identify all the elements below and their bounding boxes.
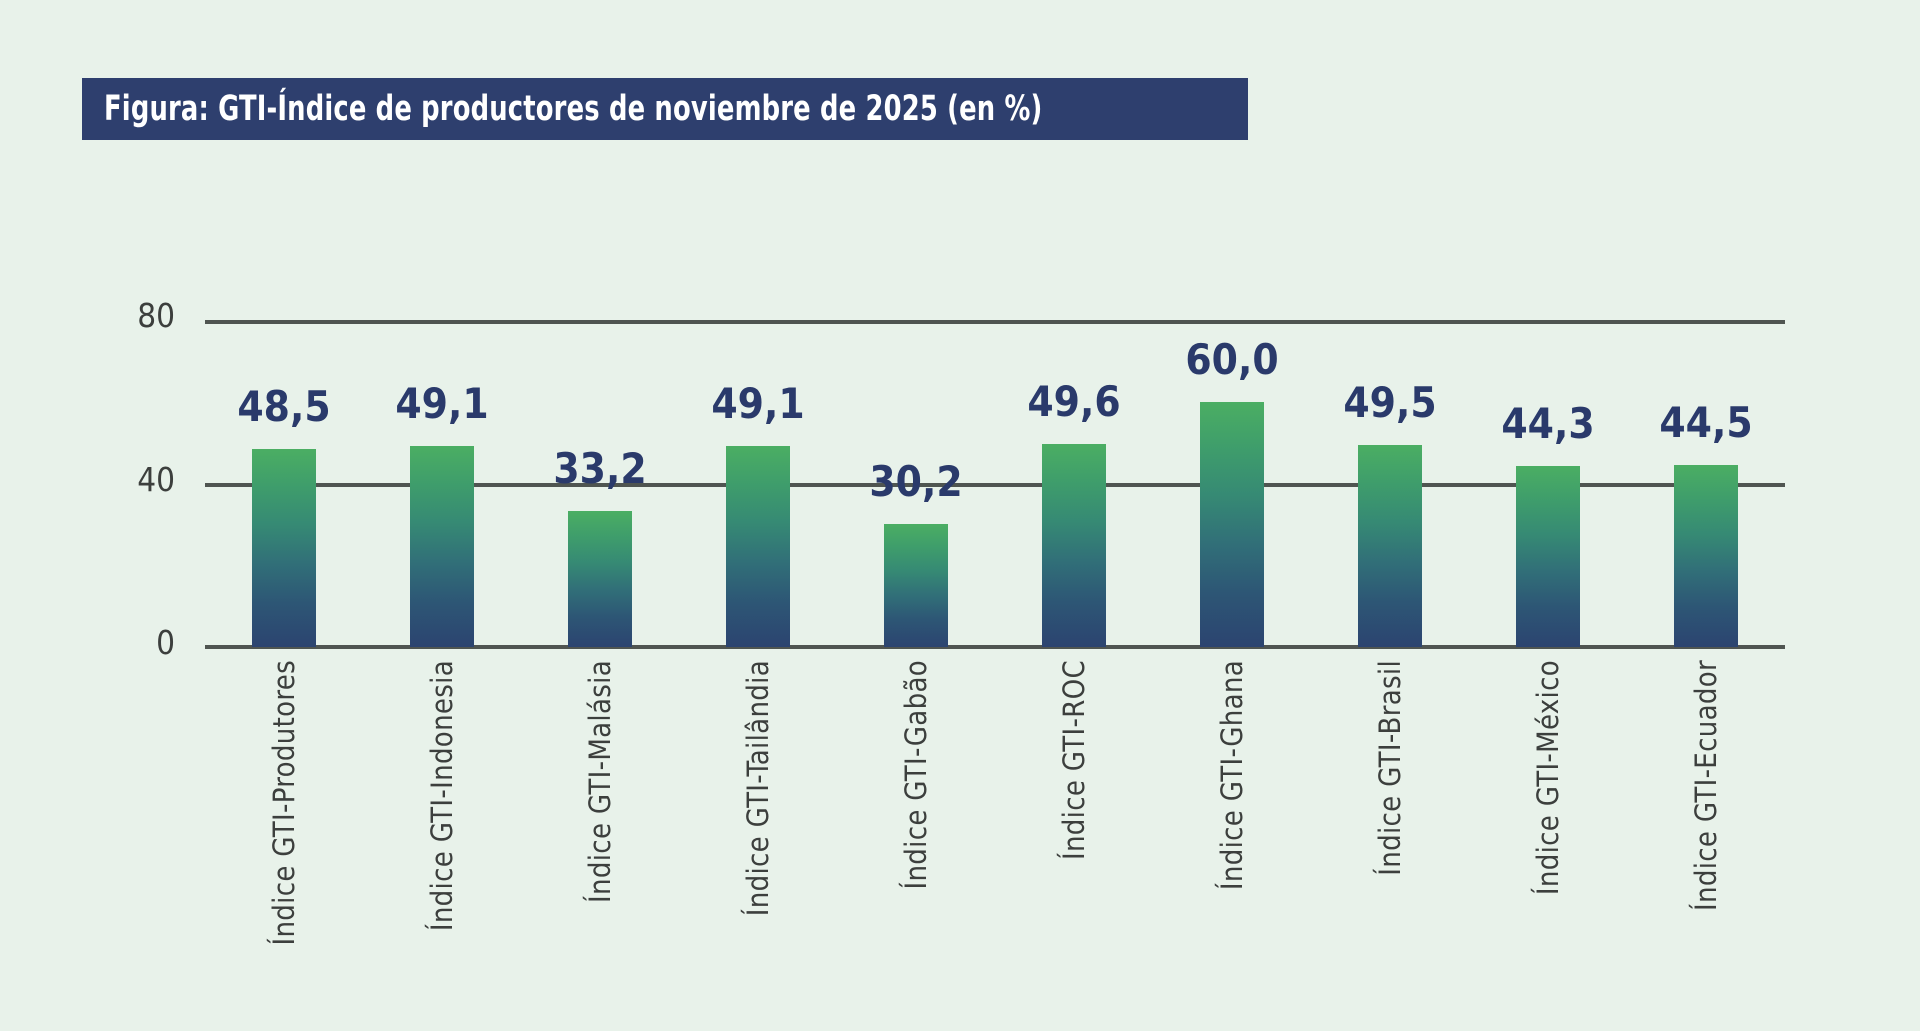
category-label: Índice GTI-Ecuador [1689, 660, 1723, 911]
bar-slot: 44,5 [1659, 320, 1753, 647]
category-slot: Índice GTI-Produtores [205, 660, 363, 1000]
bar-value-label: 44,5 [1659, 398, 1753, 448]
x-axis-category-labels: Índice GTI-Produtores Índice GTI-Indonesi… [205, 660, 1785, 1000]
bar[interactable] [884, 523, 948, 647]
category-slot: Índice GTI-ROC [995, 660, 1153, 1000]
y-tick-label: 0 [156, 623, 175, 662]
y-tick-40: 40 [55, 460, 175, 499]
bar-value-label: 48,5 [237, 381, 331, 431]
bar-value-label: 33,2 [553, 444, 647, 494]
y-tick-80: 80 [55, 296, 175, 335]
axis-baseline-0 [205, 645, 1785, 649]
bar[interactable] [1200, 401, 1264, 647]
bar[interactable] [1042, 444, 1106, 647]
category-label: Índice GTI-Malásia [583, 660, 617, 903]
bar-slot: 33,2 [553, 320, 647, 647]
bar-slot: 49,5 [1343, 320, 1437, 647]
bar-slot: 44,3 [1501, 320, 1595, 647]
bar[interactable] [726, 446, 790, 647]
category-label: Índice GTI-Produtores [267, 660, 301, 946]
bar-slot: 49,1 [711, 320, 805, 647]
category-label: Índice GTI-Indonesia [425, 660, 459, 932]
bar-slot: 48,5 [237, 320, 331, 647]
bar[interactable] [568, 511, 632, 647]
bar[interactable] [1674, 465, 1738, 647]
bar[interactable] [1358, 444, 1422, 647]
figure-title-banner: Figura: GTI-Índice de productores de nov… [82, 78, 1248, 140]
category-slot: Índice GTI-Tailândia [679, 660, 837, 1000]
bar-slot: 49,6 [1027, 320, 1121, 647]
category-label: Índice GTI-ROC [1057, 660, 1091, 861]
plot-area [205, 320, 1785, 649]
category-slot: Índice GTI-Gabão [837, 660, 995, 1000]
bar[interactable] [410, 446, 474, 647]
category-slot: Índice GTI-Indonesia [363, 660, 521, 1000]
y-tick-label: 40 [137, 459, 175, 499]
bar[interactable] [1516, 465, 1580, 647]
bar-value-label: 60,0 [1185, 334, 1279, 384]
bar-slot: 60,0 [1185, 320, 1279, 647]
category-slot: Índice GTI-México [1469, 660, 1627, 1000]
bar-value-label: 30,2 [869, 456, 963, 506]
bar-slot: 30,2 [869, 320, 963, 647]
y-tick-0: 0 [55, 623, 175, 662]
category-slot: Índice GTI-Ghana [1153, 660, 1311, 1000]
category-label: Índice GTI-Gabão [899, 660, 933, 890]
category-label: Índice GTI-Ghana [1215, 660, 1249, 891]
category-label: Índice GTI-Tailândia [741, 660, 775, 917]
gridline-80 [205, 320, 1785, 324]
figure-title-text: Figura: GTI-Índice de productores de nov… [104, 89, 1043, 129]
bar-series: 48,5 49,1 33,2 49,1 30,2 49,6 60,0 49,5 44,3 44,5 [205, 320, 1785, 647]
bar[interactable] [252, 448, 316, 647]
bar-value-label: 49,5 [1343, 377, 1437, 427]
category-label: Índice GTI-Brasil [1373, 660, 1407, 876]
bar-slot: 49,1 [395, 320, 489, 647]
category-slot: Índice GTI-Brasil [1311, 660, 1469, 1000]
category-slot: Índice GTI-Ecuador [1627, 660, 1785, 1000]
bar-value-label: 44,3 [1501, 398, 1595, 448]
y-tick-label: 80 [137, 296, 175, 335]
category-label: Índice GTI-México [1531, 660, 1565, 896]
bar-value-label: 49,1 [395, 379, 489, 429]
gridline-40 [205, 483, 1785, 487]
bar-value-label: 49,6 [1027, 377, 1121, 427]
bar-value-label: 49,1 [711, 379, 805, 429]
category-slot: Índice GTI-Malásia [521, 660, 679, 1000]
